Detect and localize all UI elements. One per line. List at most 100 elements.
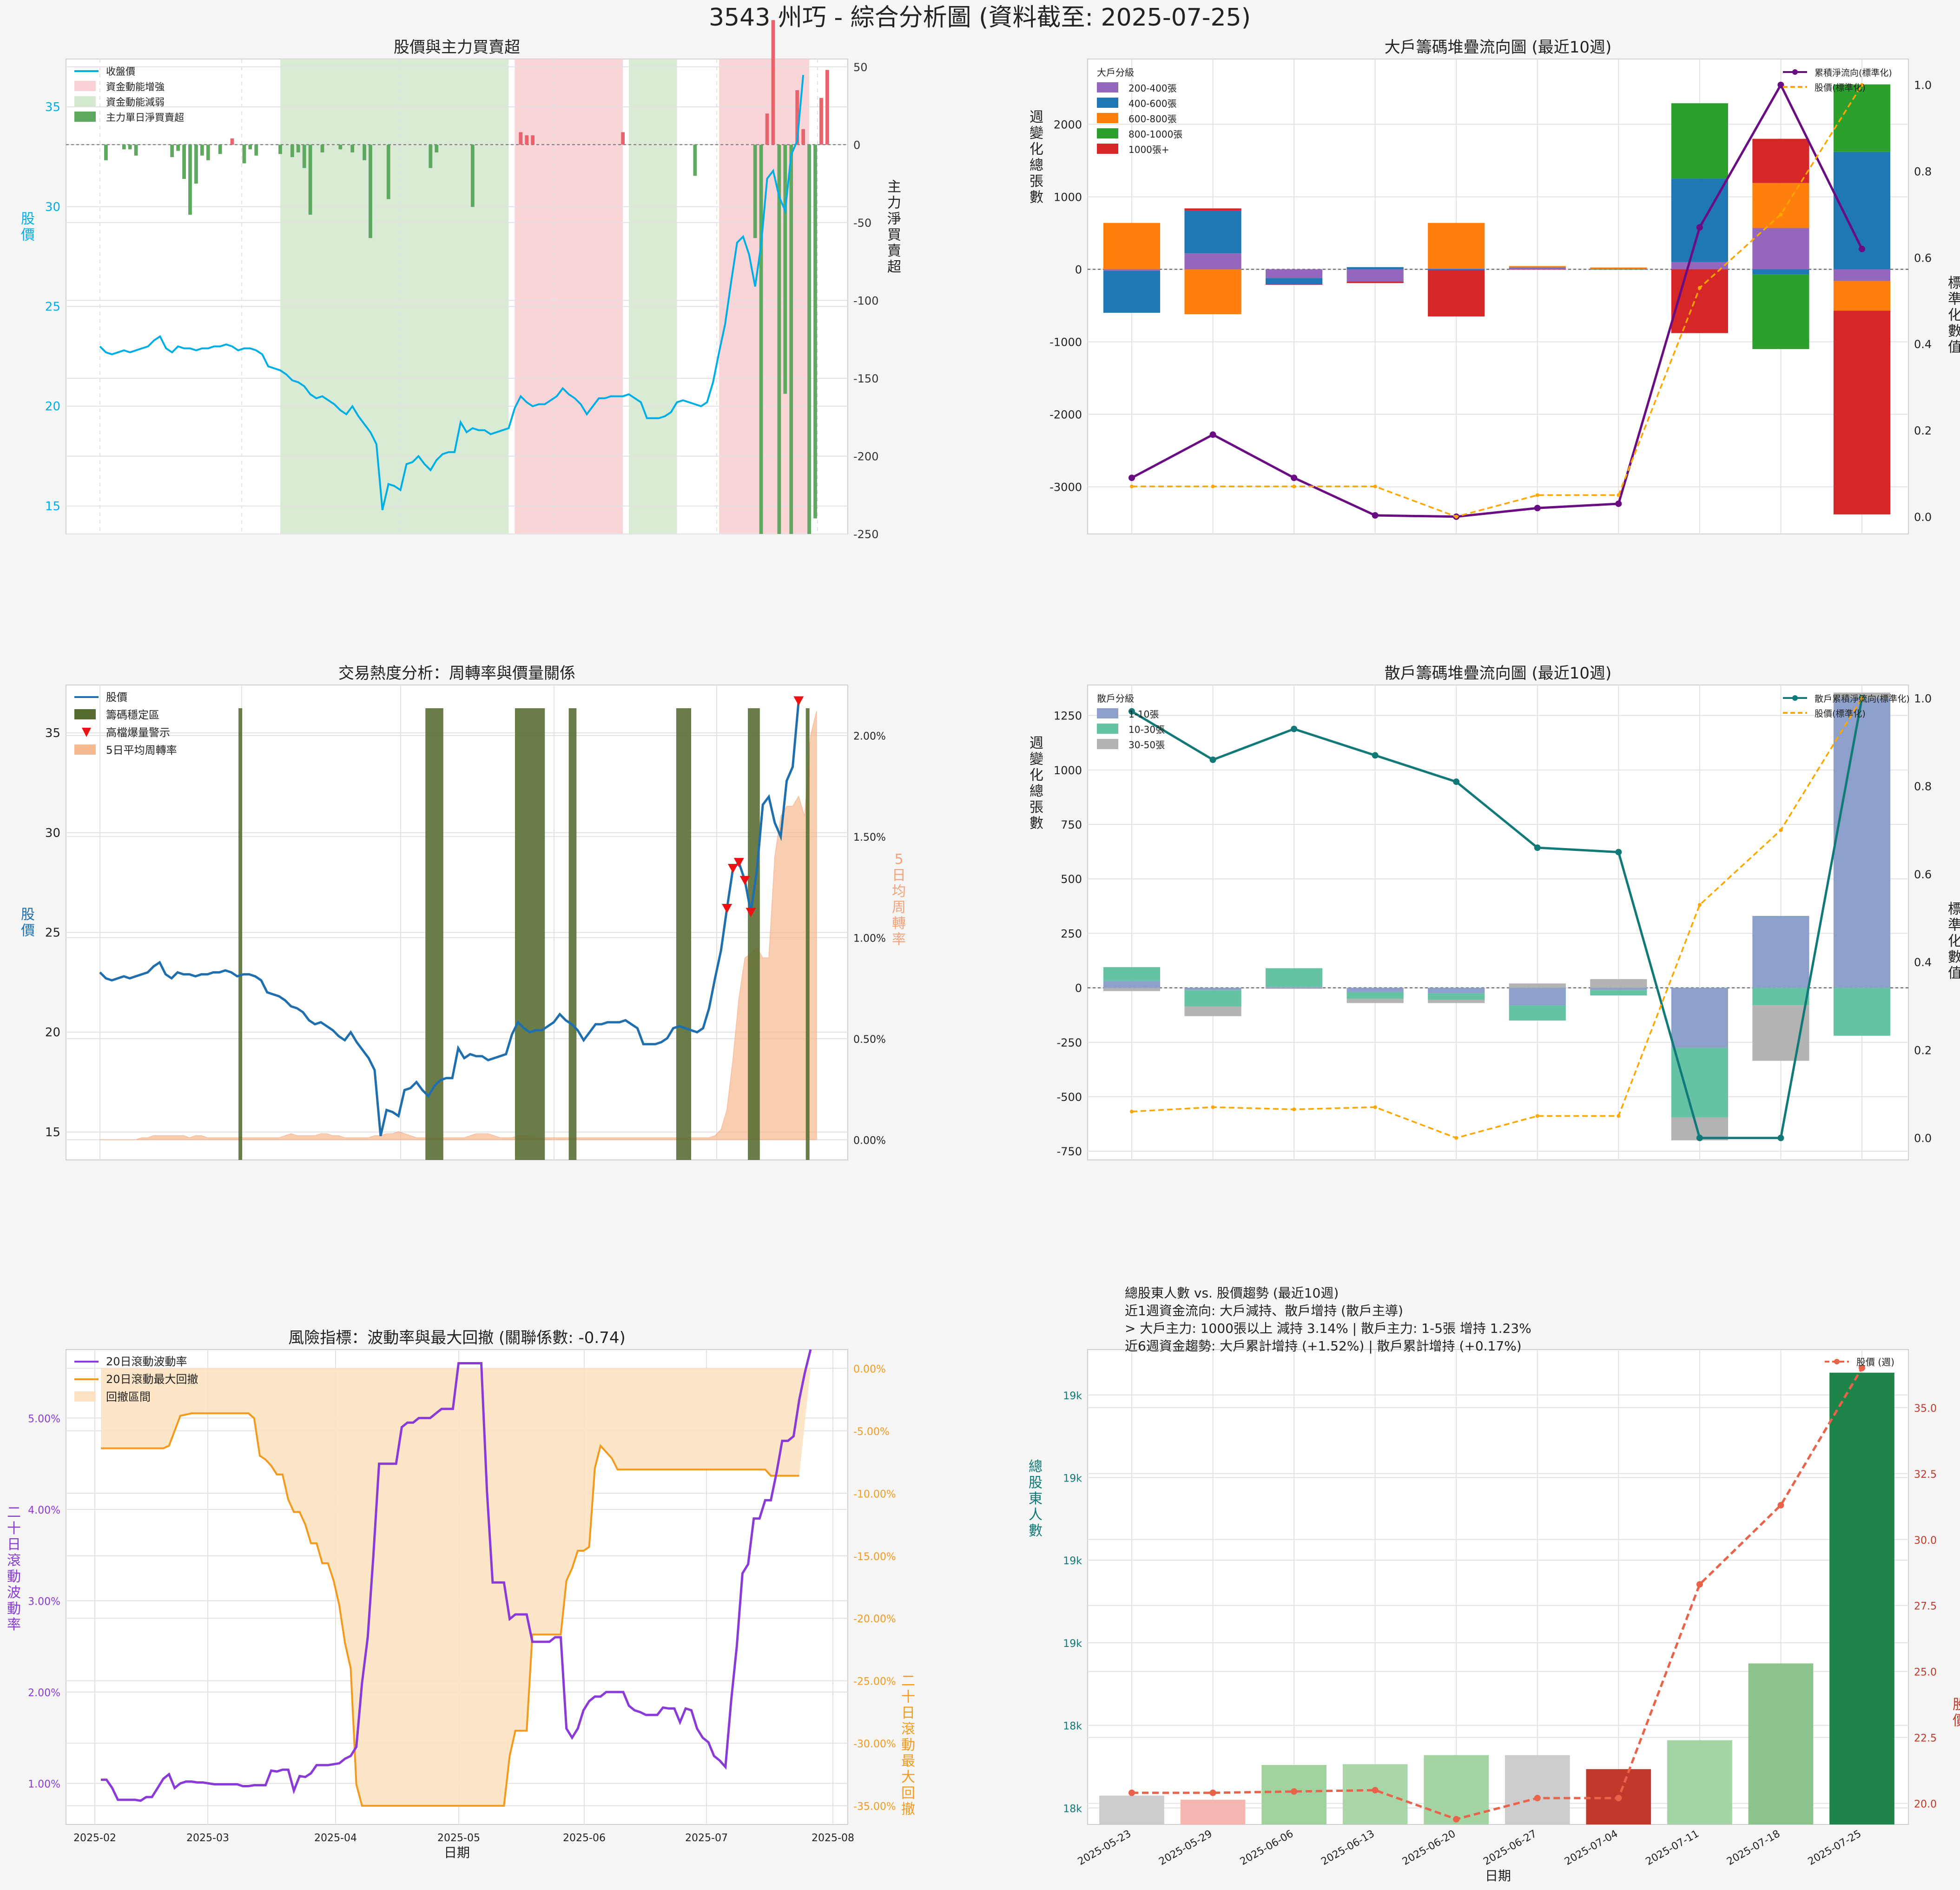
series-point <box>1535 1114 1539 1118</box>
alert-marker <box>793 696 804 706</box>
shareholder-bar <box>1342 1764 1408 1824</box>
series-point <box>1697 286 1702 290</box>
stack-segment <box>1590 990 1647 996</box>
legend-label: 籌碼穩定區 <box>106 709 159 721</box>
legend-swatch <box>1097 98 1118 108</box>
y-tick-label: 25.0 <box>1914 1667 1937 1679</box>
stack-segment <box>1509 266 1566 268</box>
chart-title: 股價與主力買賣超 <box>394 38 520 57</box>
stable-zone <box>748 708 760 1160</box>
net-bar <box>825 70 829 145</box>
stack-segment <box>1184 990 1241 1007</box>
chart-risk: 風險指標：波動率與最大回撤 (關聯係數: -0.74) 1.00% 2.00% 3.0… <box>7 1329 915 1860</box>
series-point <box>1454 514 1458 519</box>
legend-marker <box>1792 695 1798 701</box>
series-point <box>1292 1107 1296 1112</box>
price-line <box>99 75 805 510</box>
legend-label: 30-50張 <box>1128 739 1165 751</box>
series-point <box>1535 493 1539 497</box>
chart-title: 大戶籌碼堆疊流向圖 (最近10週) <box>1385 38 1612 57</box>
y-tick-label: -2000 <box>1049 408 1082 421</box>
price-point <box>1534 1795 1541 1802</box>
series-point <box>1617 1114 1621 1118</box>
y-tick-label: 19k <box>1063 1390 1082 1402</box>
legend-label: 1000張+ <box>1128 144 1169 155</box>
y-tick-label: 18k <box>1063 1721 1082 1732</box>
band-up <box>515 59 623 534</box>
y-axis-label-left: 總股東人數 <box>1029 1459 1043 1539</box>
series-point <box>1779 212 1783 217</box>
net-bar <box>777 145 781 534</box>
y-tick-label: -100 <box>853 294 878 307</box>
alert-marker <box>722 903 733 913</box>
series-point <box>1534 505 1541 512</box>
y-tick-label: 5.00% <box>28 1413 60 1425</box>
y-axis-label-left: 週變化總張數 <box>1029 735 1043 832</box>
stack-segment <box>1833 281 1891 311</box>
net-bar <box>134 145 138 156</box>
alert-marker <box>739 876 750 885</box>
series-point <box>1454 1136 1458 1140</box>
x-tick-label: 2025-06-06 <box>1238 1828 1295 1868</box>
y-tick-label: 0.50% <box>853 1034 886 1046</box>
plot-area <box>66 685 848 1160</box>
legend-swatch <box>1097 144 1118 154</box>
y-tick-label: -500 <box>1057 1091 1082 1104</box>
y-tick-label: 0.0 <box>1914 511 1932 524</box>
y-tick-label: -3000 <box>1049 481 1082 494</box>
stack-segment <box>1428 269 1485 270</box>
series-point <box>1211 484 1215 488</box>
series-point <box>1128 708 1135 715</box>
stack-segment <box>1509 988 1566 1006</box>
net-bar <box>170 145 174 158</box>
stack-segment <box>1833 269 1891 281</box>
stack-segment <box>1184 1006 1241 1016</box>
legend-label: 股價 (週) <box>1856 1357 1894 1368</box>
y-tick-label: 250 <box>1061 927 1082 940</box>
y-tick-label: 25 <box>45 300 60 314</box>
y-tick-label: 1.00% <box>28 1779 60 1791</box>
price-point <box>1777 1501 1784 1508</box>
volatility-line <box>101 1349 812 1802</box>
price-point <box>1128 1789 1135 1796</box>
net-bar <box>621 132 625 145</box>
y-tick-label: 0.4 <box>1914 338 1932 351</box>
series-point <box>1859 245 1865 252</box>
legend-label: 累積淨流向(標準化) <box>1815 68 1892 78</box>
stack-segment <box>1266 987 1323 988</box>
y-axis-label-right: 標準化數值 <box>1948 275 1960 356</box>
y-tick-label: 0.0 <box>1914 1132 1932 1145</box>
y-tick-label: -250 <box>853 528 878 541</box>
price-line <box>1132 1367 1863 1821</box>
chart-title: 風險指標：波動率與最大回撤 (關聯係數: -0.74) <box>288 1329 626 1347</box>
net-bar <box>429 145 433 168</box>
y-tick-label: 50 <box>853 61 868 74</box>
y-tick-label: 0.8 <box>1914 780 1932 793</box>
price-point <box>1209 1789 1216 1796</box>
legend-swatch <box>74 709 96 719</box>
legend-swatch <box>1097 82 1118 92</box>
shareholder-bar <box>1667 1740 1732 1824</box>
x-tick-label: 2025-06-13 <box>1319 1828 1376 1868</box>
y-axis-label-left: 二十日滾動波動率 <box>7 1504 21 1633</box>
legend-label: 600-800張 <box>1128 113 1177 125</box>
net-bar <box>218 145 222 154</box>
stack-segment <box>1509 1005 1566 1021</box>
y-tick-label: 1.0 <box>1914 79 1932 92</box>
net-bar <box>795 90 799 145</box>
y-tick-label: 4.00% <box>28 1505 60 1516</box>
stack-segment <box>1671 262 1728 270</box>
stack-segment <box>1509 269 1566 270</box>
y-tick-label: 750 <box>1061 818 1082 831</box>
stack-segment <box>1103 988 1161 991</box>
price-line <box>99 701 800 1137</box>
y-tick-label: 35 <box>45 100 60 114</box>
stable-zone <box>515 708 545 1160</box>
series-point <box>1697 903 1702 907</box>
y-tick-label: 2000 <box>1054 118 1082 131</box>
stable-zone <box>805 708 810 1160</box>
stable-zone <box>676 708 692 1160</box>
shareholder-bar <box>1180 1799 1246 1824</box>
stack-segment <box>1184 208 1241 211</box>
chart-title-line: 近1週資金流向: 大戶減持、散戶增持 (散戶主導) <box>1125 1303 1403 1318</box>
